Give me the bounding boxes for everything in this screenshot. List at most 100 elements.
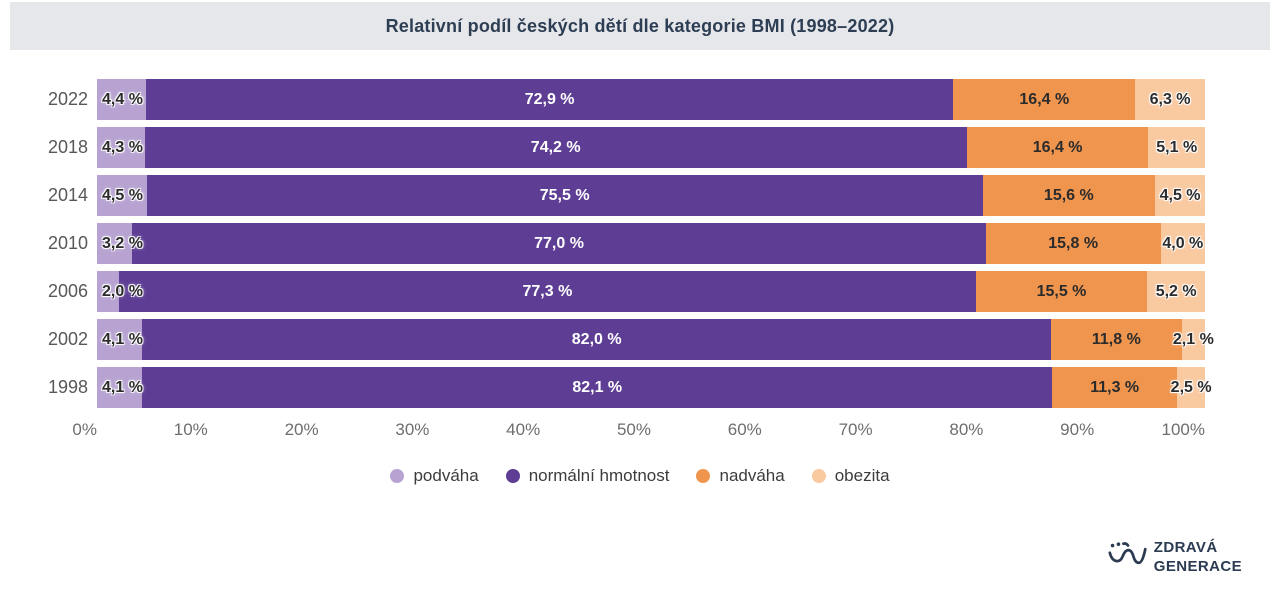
category-label-2002: 2002 [47, 329, 88, 349]
category-label-2022: 2022 [47, 89, 88, 109]
x-tick-10: 10% [173, 420, 208, 439]
value-label: 15,8 % [1048, 234, 1099, 252]
category-label-2014: 2014 [47, 185, 88, 205]
category-label-1998: 1998 [47, 377, 88, 397]
value-label: 4,5 % [102, 186, 143, 204]
x-axis: 0% 10% 20% 30% 40% 50% 60% 70% 80% 90% 100% [72, 420, 1205, 442]
value-label: 2,0 % [102, 282, 143, 300]
chart-title: Relativní podíl českých dětí dle kategor… [385, 15, 895, 36]
x-tick-80: 80% [949, 420, 984, 439]
bar-row-2022: 2022 4,4 % 72,9 % 16,4 % 6,3 % [0, 79, 1280, 120]
segment-nadvaha: 11,3 % [1052, 367, 1178, 408]
chart-header-band: Relativní podíl českých dětí dle kategor… [10, 2, 1270, 50]
segment-podvaha: 4,5 % [97, 175, 147, 216]
x-tick-20: 20% [284, 420, 319, 439]
x-tick-90: 90% [1060, 420, 1095, 439]
segment-normalni-hmotnost: 72,9 % [145, 79, 954, 120]
value-label: 77,0 % [534, 234, 584, 252]
segment-podvaha: 4,4 % [97, 79, 146, 120]
bar-row-2002: 2002 4,1 % 82,0 % 11,8 % 2,1 % [0, 319, 1280, 360]
segment-normalni-hmotnost: 77,3 % [119, 271, 976, 312]
value-label: 11,3 % [1090, 378, 1140, 396]
x-tick-70: 70% [838, 420, 873, 439]
value-label: 72,9 % [524, 90, 575, 108]
legend-dot-normalni-hmotnost [505, 469, 520, 483]
value-label: 77,3 % [522, 282, 573, 300]
value-label: 82,1 % [572, 378, 623, 396]
value-label: 75,5 % [539, 186, 590, 204]
segment-nadvaha: 15,6 % [982, 175, 1156, 216]
legend: podváha normální hmotnost nadváha obezita [0, 466, 1280, 486]
segment-podvaha: 3,2 % [97, 223, 143, 264]
logo-text: ZDRAVÁ GENERACE [1154, 539, 1242, 577]
value-label: 2,1 % [1172, 330, 1214, 348]
value-label: 4,4 % [102, 90, 143, 108]
segment-obezita: 2,5 % [1171, 367, 1212, 408]
segment-obezita: 4,0 % [1160, 223, 1205, 264]
value-label: 4,1 % [102, 378, 143, 396]
x-tick-40: 40% [506, 420, 541, 439]
value-label: 4,5 % [1159, 186, 1201, 204]
value-label: 2,5 % [1170, 378, 1212, 396]
x-tick-60: 60% [727, 420, 762, 439]
value-label: 4,1 % [102, 330, 143, 348]
bar-rows: 2022 4,4 % 72,9 % 16,4 % 6,3 % 2018 4,3 % 74,2 … [0, 79, 1280, 408]
segment-obezita: 4,5 % [1155, 175, 1205, 216]
legend-label-normalni-hmotnost: normální hmotnost [528, 466, 670, 485]
category-label-2006: 2006 [47, 281, 88, 301]
segment-normalni-hmotnost: 74,2 % [144, 127, 967, 168]
segment-nadvaha: 11,8 % [1050, 319, 1182, 360]
legend-item-obezita: obezita [811, 466, 890, 486]
segment-normalni-hmotnost: 77,0 % [132, 223, 986, 264]
bar-row-2006: 2006 2,0 % 77,3 % 15,5 % 5,2 % [0, 271, 1280, 312]
value-label: 4,0 % [1162, 234, 1204, 252]
value-label: 11,8 % [1091, 330, 1141, 348]
value-label: 16,4 % [1019, 90, 1070, 108]
zdrava-generace-wave-icon [1108, 541, 1148, 576]
segment-obezita: 2,1 % [1173, 319, 1214, 360]
segment-nadvaha: 15,8 % [985, 223, 1161, 264]
category-label-2010: 2010 [47, 233, 88, 253]
segment-normalni-hmotnost: 75,5 % [146, 175, 983, 216]
segment-podvaha: 4,1 % [97, 367, 143, 408]
logo-line1: ZDRAVÁ [1153, 539, 1218, 556]
value-label: 74,2 % [530, 138, 581, 156]
value-label: 16,4 % [1032, 138, 1083, 156]
segment-podvaha: 2,0 % [97, 271, 143, 312]
legend-dot-podvaha [390, 469, 405, 483]
legend-label-nadvaha: nadváha [719, 466, 785, 485]
stacked-bar-2010: 3,2 % 77,0 % 15,8 % 4,0 % [97, 223, 1205, 264]
legend-label-obezita: obezita [834, 466, 890, 485]
value-label: 15,6 % [1043, 186, 1094, 204]
stacked-bar-2002: 4,1 % 82,0 % 11,8 % 2,1 % [97, 319, 1214, 360]
value-label: 4,3 % [102, 138, 143, 156]
stacked-bar-1998: 4,1 % 82,1 % 11,3 % 2,5 % [97, 367, 1212, 408]
value-label: 15,5 % [1036, 282, 1087, 300]
legend-item-nadvaha: nadváha [696, 466, 785, 486]
value-label: 82,0 % [571, 330, 622, 348]
segment-obezita: 5,2 % [1147, 271, 1205, 312]
segment-normalni-hmotnost: 82,1 % [142, 367, 1053, 408]
value-label: 6,3 % [1149, 90, 1191, 108]
value-label: 5,2 % [1155, 282, 1197, 300]
x-tick-30: 30% [395, 420, 430, 439]
legend-item-podvaha: podváha [390, 466, 479, 486]
segment-podvaha: 4,3 % [97, 127, 145, 168]
legend-label-podvaha: podváha [413, 466, 479, 485]
segment-podvaha: 4,1 % [97, 319, 143, 360]
bar-row-2018: 2018 4,3 % 74,2 % 16,4 % 5,1 % [0, 127, 1280, 168]
legend-dot-nadvaha [696, 469, 711, 483]
value-label: 3,2 % [102, 234, 143, 252]
segment-nadvaha: 15,5 % [975, 271, 1148, 312]
legend-item-normalni-hmotnost: normální hmotnost [505, 466, 670, 486]
category-label-2018: 2018 [47, 137, 88, 157]
bar-row-2014: 2014 4,5 % 75,5 % 15,6 % 4,5 % [0, 175, 1280, 216]
stacked-bar-2006: 2,0 % 77,3 % 15,5 % 5,2 % [97, 271, 1205, 312]
segment-obezita: 6,3 % [1135, 79, 1205, 120]
stacked-bar-2014: 4,5 % 75,5 % 15,6 % 4,5 % [97, 175, 1205, 216]
segment-normalni-hmotnost: 82,0 % [142, 319, 1051, 360]
legend-dot-obezita [811, 469, 826, 483]
logo: ZDRAVÁ GENERACE [1108, 539, 1242, 577]
x-tick-50: 50% [616, 420, 651, 439]
stacked-bar-2022: 4,4 % 72,9 % 16,4 % 6,3 % [97, 79, 1205, 120]
